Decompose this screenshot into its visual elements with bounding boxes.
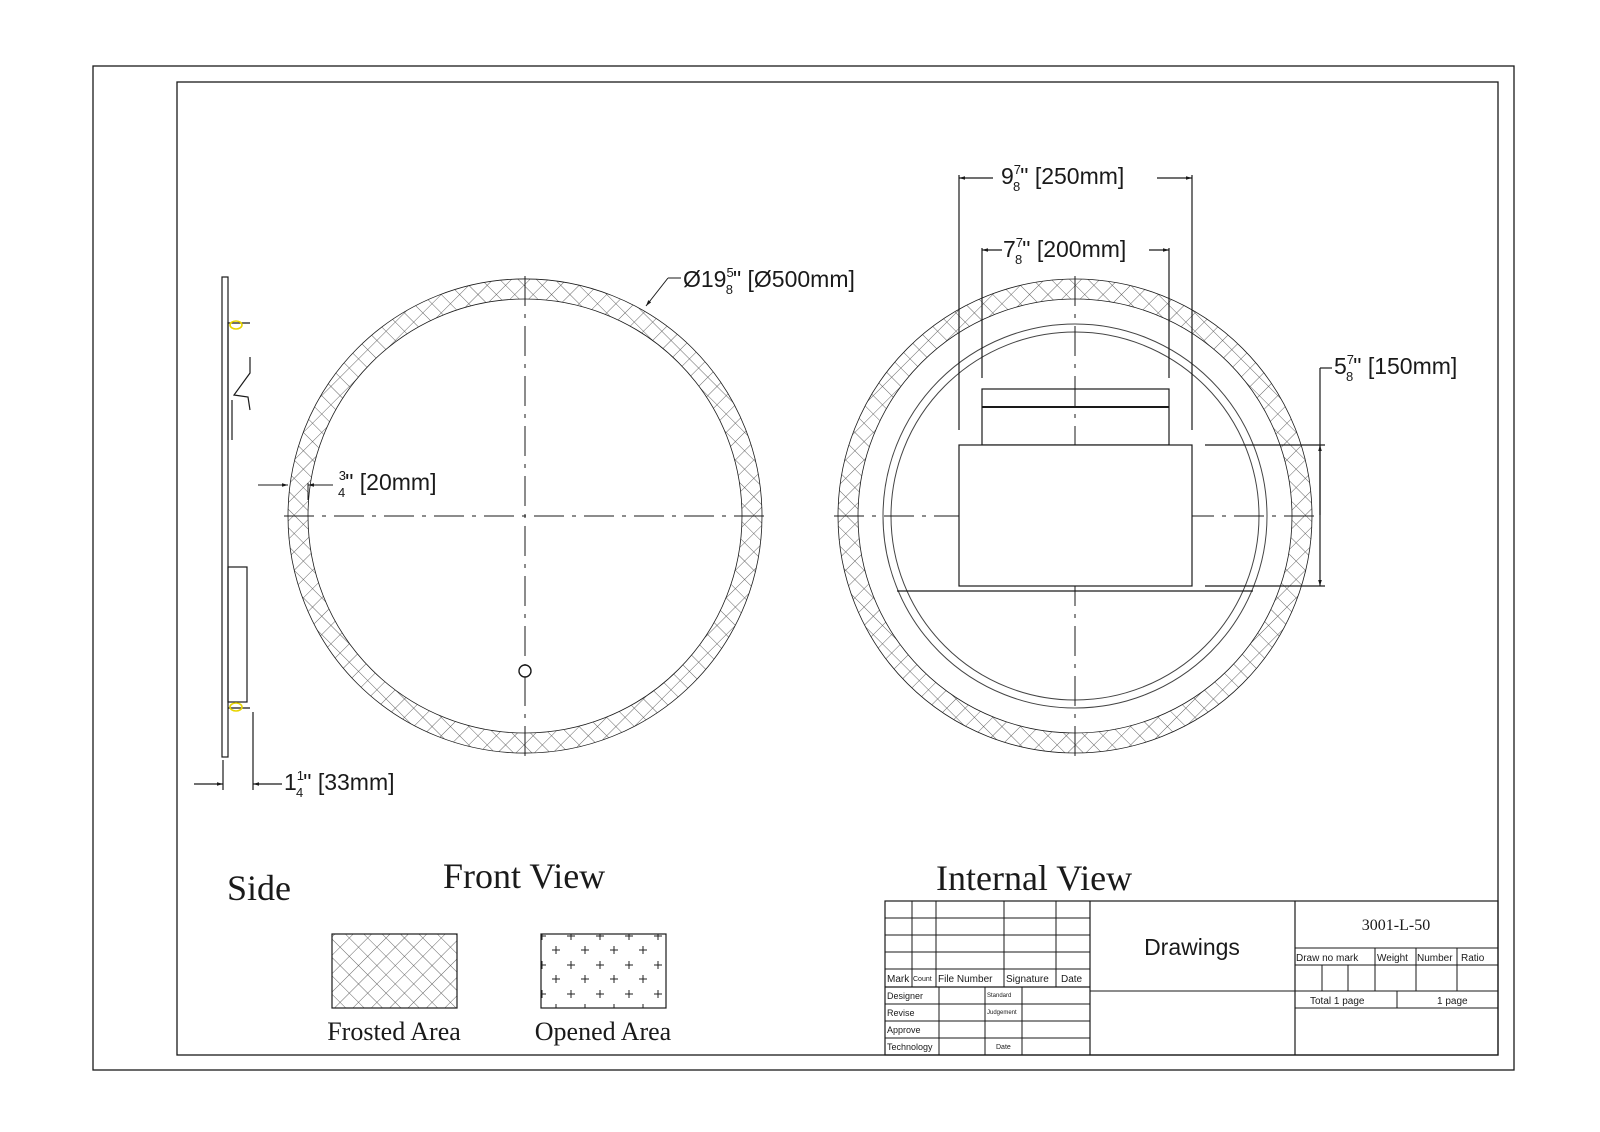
- tb-revise: Revise: [887, 1008, 915, 1018]
- side-led-bottom: [229, 702, 243, 712]
- side-bracket: [232, 357, 251, 411]
- legend-opened-label: Opened Area: [535, 1017, 672, 1046]
- legend-opened-swatch: [540, 933, 667, 1009]
- tb-date: Date: [1061, 974, 1083, 985]
- sensor-button: [518, 664, 532, 678]
- internal-view: [834, 175, 1332, 756]
- dim-box-height: 57 8" [150mm]: [1334, 352, 1457, 384]
- tb-approve: Approve: [887, 1025, 921, 1035]
- internal-box: [958, 444, 1193, 587]
- tb-standard: Standard: [987, 993, 1011, 999]
- side-mirror-panel: [221, 276, 229, 758]
- tb-title: Drawings: [1144, 934, 1240, 960]
- outer-border: [92, 65, 1515, 1071]
- label-internal-view: Internal View: [936, 858, 1132, 898]
- dim-box-top-width: 77 8" [200mm]: [1003, 235, 1126, 267]
- tb-judgement: Judgement: [987, 1010, 1017, 1016]
- title-block: [884, 900, 1499, 1056]
- label-front-view: Front View: [443, 856, 605, 896]
- tb-total-pages: Total 1 page: [1310, 996, 1365, 1007]
- inner-border: [176, 81, 1499, 1056]
- tb-ratio: Ratio: [1461, 953, 1485, 964]
- tb-date-2: Date: [996, 1044, 1011, 1051]
- tb-part-number: 3001-L-50: [1362, 917, 1430, 934]
- dim-thickness: 11 4" [33mm]: [284, 768, 395, 800]
- side-led-top: [229, 320, 243, 330]
- tb-file-number: File Number: [938, 974, 993, 985]
- label-side: Side: [227, 868, 291, 908]
- tb-technology: Technology: [887, 1042, 933, 1052]
- side-box: [227, 566, 248, 703]
- tb-signature: Signature: [1006, 974, 1049, 985]
- tb-count: Count: [913, 976, 932, 983]
- legend-frosted-swatch: [331, 933, 458, 1009]
- tb-draw-no-mark: Draw no mark: [1296, 953, 1359, 964]
- tb-page: 1 page: [1437, 996, 1468, 1007]
- legend-frosted-label: Frosted Area: [327, 1017, 461, 1046]
- tb-mark: Mark: [887, 974, 910, 985]
- tb-number: Number: [1417, 953, 1453, 964]
- tb-designer: Designer: [887, 991, 923, 1001]
- dim-frame-width: 3 4" [20mm]: [338, 468, 436, 500]
- front-view: [258, 276, 766, 756]
- dim-diameter: Ø195 8" [Ø500mm]: [683, 265, 855, 297]
- dim-box-width: 97 8" [250mm]: [1001, 162, 1124, 194]
- side-view: [194, 276, 282, 790]
- tb-weight: Weight: [1377, 953, 1408, 964]
